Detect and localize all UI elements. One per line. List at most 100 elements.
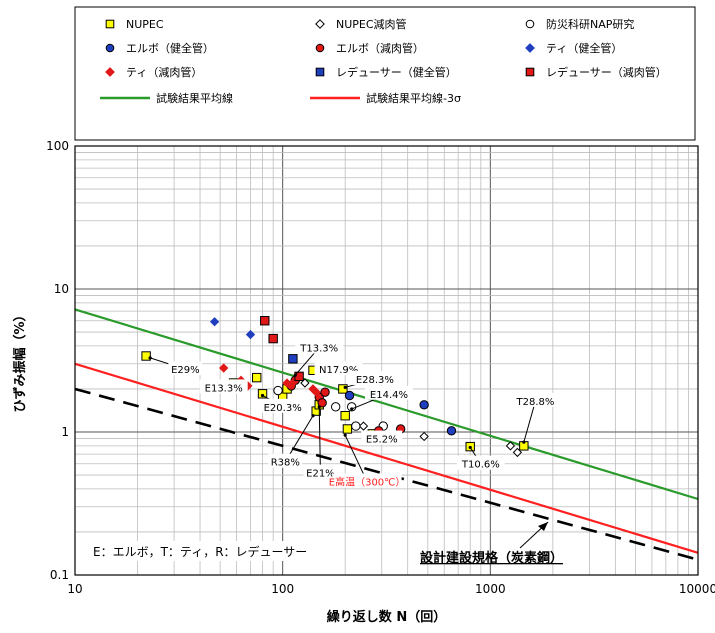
annotation-label: E5.2% (366, 435, 398, 446)
x-tick-label: 1000 (475, 582, 506, 596)
curves (74, 308, 699, 561)
y-tick-label: 100 (46, 139, 69, 153)
annotation-label: E28.3% (356, 375, 394, 386)
x-tick-label: 100 (271, 582, 294, 596)
data-point (419, 400, 429, 410)
annotation-label-bg (332, 473, 402, 488)
annotation-label-bg (314, 361, 363, 376)
data-point (358, 421, 369, 431)
data-point (344, 390, 355, 401)
legend-label: エルボ（減肉管） (336, 41, 424, 55)
plot-frame (74, 145, 699, 576)
data-point (311, 387, 321, 397)
legend-box (74, 6, 696, 141)
legend-label: エルボ（健全管） (126, 41, 214, 55)
data-point (419, 431, 429, 442)
legend-label: ティ（減肉管） (126, 65, 202, 79)
legend-label: 試験結果平均線-3σ (366, 91, 461, 105)
annotation-label-bg (350, 370, 399, 385)
y-tick-label: 10 (54, 282, 69, 296)
y-axis-label: ひずみ振幅（%） (12, 308, 28, 412)
data-point (512, 447, 523, 458)
note-background (88, 541, 324, 561)
legend-label: 防災科研NAP研究 (546, 17, 634, 31)
annotation-arrowhead (293, 373, 297, 377)
legend-marker (315, 67, 325, 77)
annotation-label-bg (303, 464, 338, 479)
annotation-label-bg (168, 361, 203, 376)
annotation-label-bg (295, 339, 344, 354)
annotation-arrowhead (343, 433, 347, 437)
annotations: E29% E13.3% E20.3% T13.3% N17.9%E28.3% E14.4%… (148, 339, 560, 489)
data-point (209, 317, 220, 327)
annotation-label-bg (511, 392, 560, 407)
data-point (288, 354, 298, 364)
legend-marker (105, 67, 115, 77)
legend-marker (315, 43, 325, 53)
curve-line (74, 308, 699, 501)
annotation-label: E20.3% (264, 403, 302, 414)
legend-label: NUPEC (126, 18, 164, 31)
annotation-arrowhead (148, 356, 152, 360)
x-tick-label: 10000 (679, 582, 715, 596)
data-point (317, 398, 327, 408)
data-point (505, 441, 516, 451)
data-point (446, 426, 457, 436)
legend-label: レデューサー（減肉管） (546, 65, 667, 79)
legend-label: ティ（健全管） (546, 41, 622, 55)
data-point (219, 363, 229, 373)
annotation-label: E13.3% (205, 383, 243, 394)
x-tick-label: 10 (67, 582, 82, 596)
legend-marker (105, 19, 115, 29)
curve-line (74, 387, 699, 561)
data-point (300, 378, 310, 388)
annotation-label-bg (456, 455, 505, 470)
data-point (320, 387, 330, 397)
legend-marker (525, 19, 535, 29)
data-point (273, 385, 283, 396)
curve-line (74, 362, 699, 554)
legend-marker (315, 19, 325, 29)
annotation-arrowhead (260, 393, 265, 398)
x-axis-label: 繰り返し数 N（回） (327, 609, 446, 625)
data-point (141, 351, 151, 361)
annotation-arrowhead (350, 407, 354, 411)
data-point (257, 389, 268, 399)
tick-labels: 10 100 1000 10000 0.1 1 10 100 (46, 139, 715, 596)
legend-marker (525, 43, 535, 53)
data-point (268, 333, 278, 344)
annotation-label: T28.8% (516, 397, 555, 408)
annotation-arrowhead (468, 445, 472, 450)
annotation-arrowhead (343, 385, 347, 390)
annotation-arrowhead (317, 405, 321, 409)
y-tick-label: 1 (61, 425, 69, 439)
data-point (245, 329, 256, 340)
data-point (338, 384, 348, 394)
annotation-label: E14.4% (370, 390, 408, 401)
legend-label: レデューサー（健全管） (336, 65, 457, 79)
annotation-label-bg (268, 453, 303, 468)
legend-marker (525, 67, 535, 77)
annotation-arrow (318, 406, 321, 473)
data-point (330, 402, 341, 412)
data-point (342, 424, 353, 434)
annotation-label: E21% (306, 469, 335, 480)
y-tick-label: 0.1 (50, 568, 69, 582)
data-point (286, 379, 296, 390)
annotation-label: N17.9% (319, 365, 358, 376)
annotation-arrowhead (311, 414, 315, 418)
design-curve-label: 設計建設規格（炭素鋼） (420, 550, 563, 566)
data-point (252, 372, 262, 383)
annotation-label-bg (364, 385, 413, 400)
annotation-label-bg (361, 430, 403, 445)
legend-label: 試験結果平均線 (156, 91, 233, 105)
data-point (340, 411, 350, 421)
annotation-label: E29% (171, 365, 200, 376)
legend-marker (105, 43, 115, 53)
annotation-label: T13.3% (299, 343, 338, 354)
legend-label: NUPEC減肉管 (336, 17, 407, 31)
annotation-label-bg (258, 398, 307, 413)
design-curve-arrowhead (538, 522, 548, 531)
